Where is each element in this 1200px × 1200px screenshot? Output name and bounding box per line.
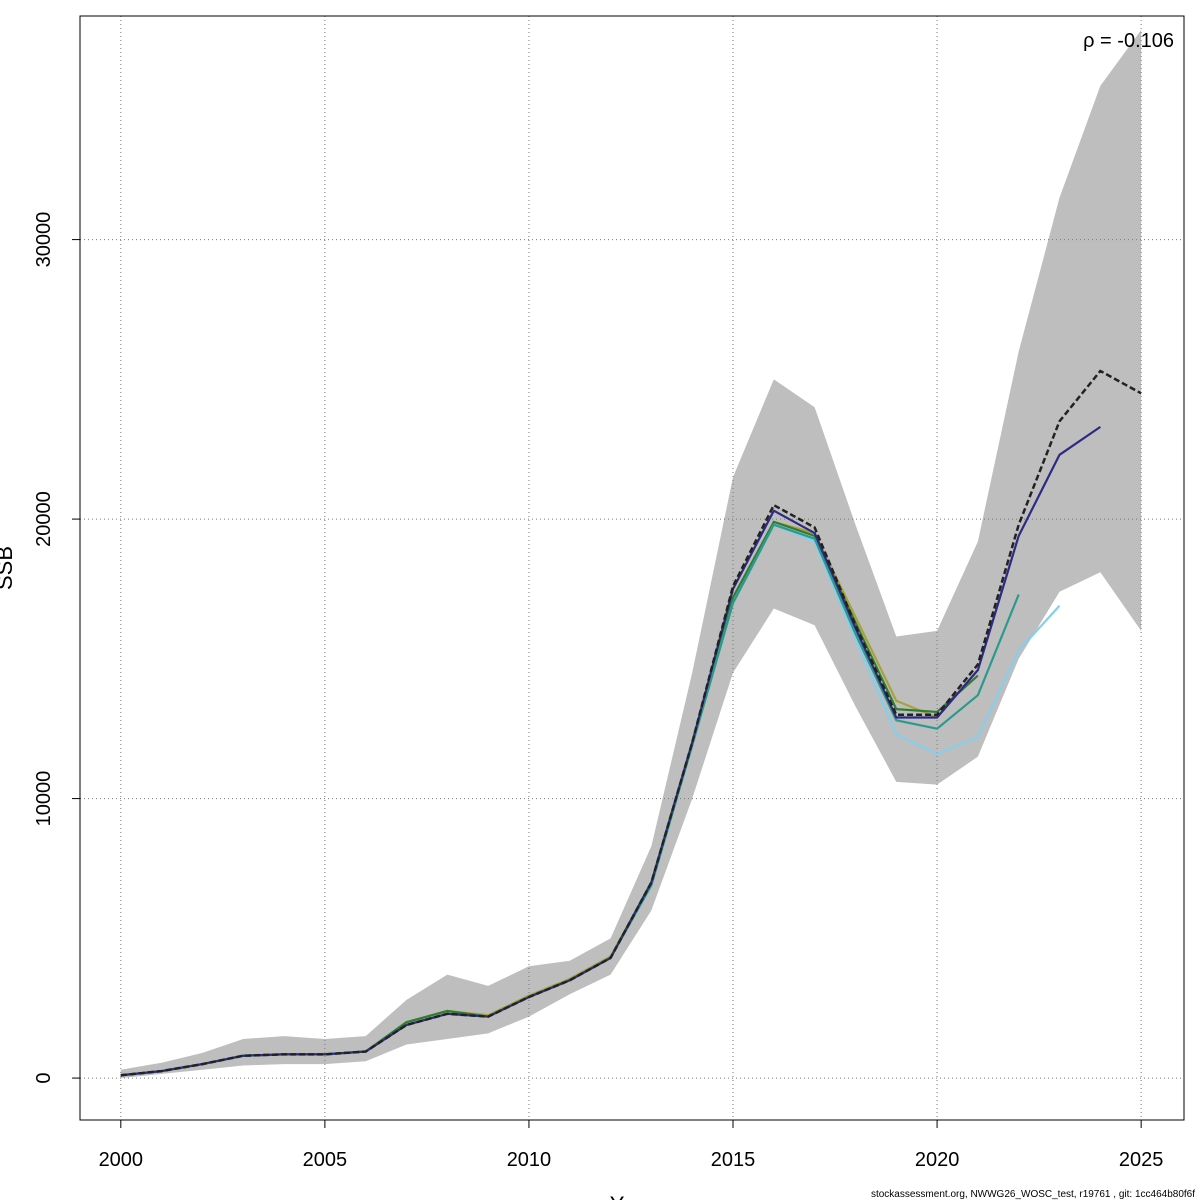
series-line-3 <box>120 523 1061 1077</box>
y-tick-label: 20000 <box>33 491 55 547</box>
plot-frame <box>79 15 1185 1121</box>
series-line-0 <box>120 369 1142 1077</box>
x-axis-title: Year <box>610 1192 654 1200</box>
x-tick-label: 2010 <box>507 1149 552 1171</box>
footer-credit: stockassessment.org, NWWG26_WOSC_test, r… <box>871 1189 1195 1200</box>
y-tick-label: 10000 <box>33 771 55 827</box>
rho-annotation: ρ = -0.106 <box>1083 30 1174 52</box>
y-tick-label: 30000 <box>33 212 55 268</box>
x-tick-label: 2000 <box>99 1149 144 1171</box>
x-tick-label: 2015 <box>711 1149 756 1171</box>
y-axis-title: SSB <box>0 546 17 590</box>
x-tick-label: 2005 <box>303 1149 348 1171</box>
y-tick-label: 0 <box>33 1073 55 1084</box>
x-tick-label: 2020 <box>915 1149 960 1171</box>
x-tick-label: 2025 <box>1119 1149 1164 1171</box>
